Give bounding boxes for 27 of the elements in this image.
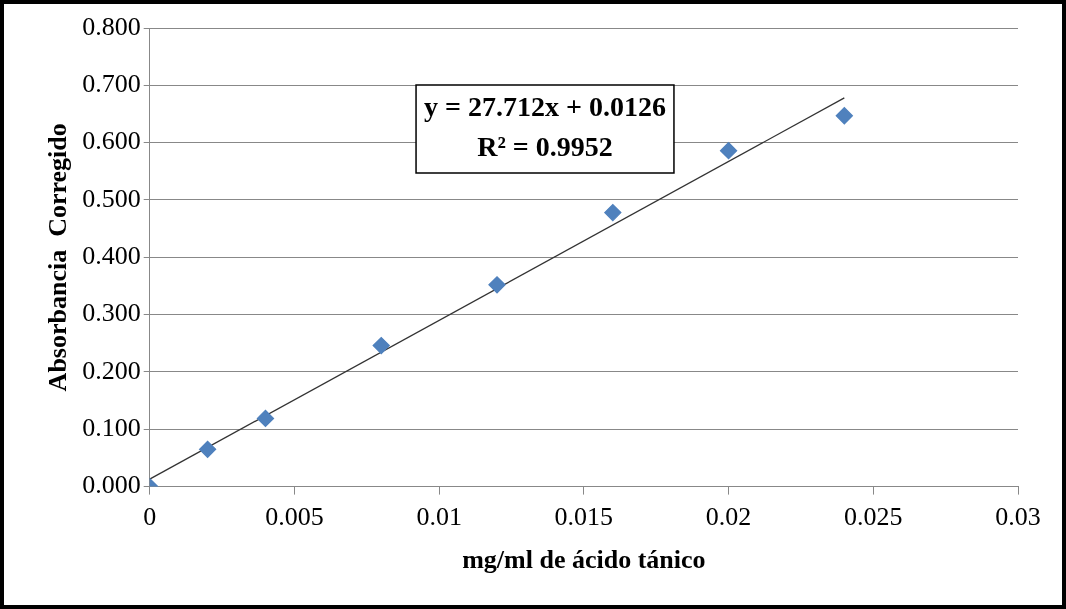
point [604,203,622,222]
annotation: R² = 0.9952 [477,131,613,163]
x-tick-label: 0.025 [844,502,903,532]
y-tick-label: 0.500 [82,183,141,213]
point [198,440,217,458]
x-tick-label: 0.015 [554,502,614,532]
point [719,142,738,160]
y-tick-label: 0.600 [82,126,141,156]
y-tick-label: 0.000 [82,470,141,500]
point [256,409,275,428]
y-tick-label: 0.400 [82,241,141,271]
x-axis-title: mg/ml de ácido tánico [462,545,706,575]
y-tick-label: 0.300 [82,298,141,328]
x-tick-label: 0.02 [705,502,752,532]
annotation: y = 27.712x + 0.0126 [424,91,666,123]
point [835,107,853,125]
point [488,276,506,294]
x-tick-label: 0.01 [416,502,462,532]
x-tick-label: 0.03 [995,502,1041,532]
y-axis-title: Absorbancia Corregido [43,123,73,392]
x-tick-label: 0.005 [265,502,324,532]
y-tick-label: 0.200 [82,355,141,385]
point [372,336,390,355]
y-tick-label: 0.700 [82,69,141,99]
y-tick-label: 0.800 [82,11,141,41]
x-tick-label: 0 [143,502,157,532]
y-tick-label: 0.100 [82,413,141,443]
